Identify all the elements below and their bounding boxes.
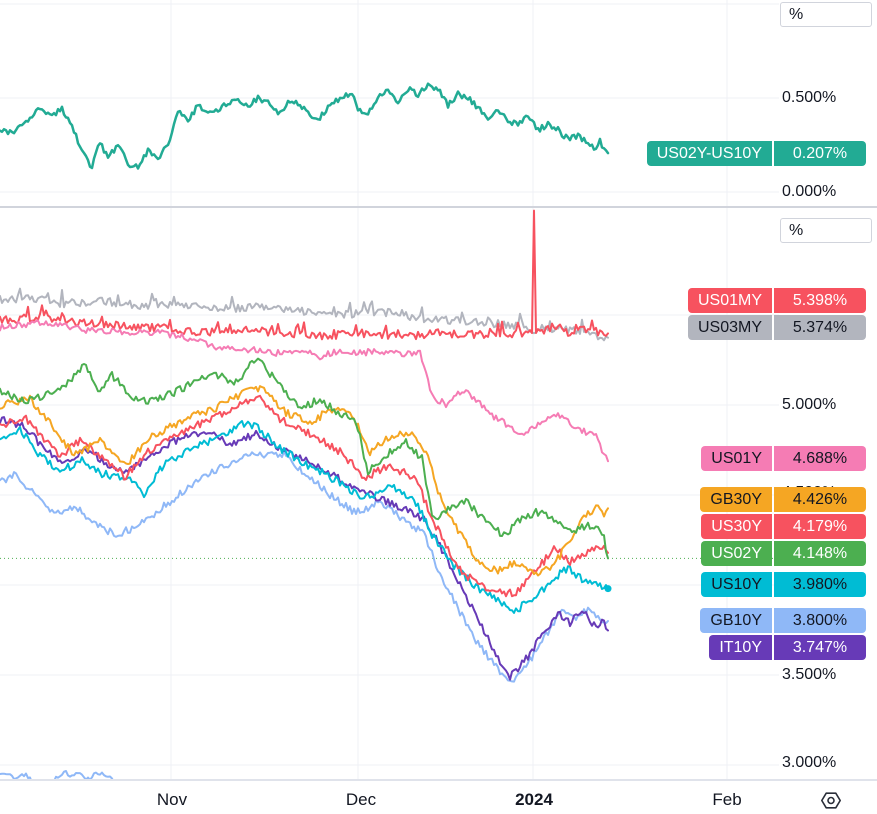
price-scale-label: 3.000% [782,754,837,771]
series-line-US01Y [0,319,609,463]
badge-last-value: 5.398% [774,288,866,313]
price-badge-GB10Y[interactable]: GB10Y 3.800% [700,608,866,633]
badge-symbol-label: US01Y [701,446,772,471]
badge-last-value: 4.426% [774,487,866,512]
badge-last-value: 4.688% [774,446,866,471]
badge-last-value: 5.374% [774,315,866,340]
badge-last-value: 4.148% [774,541,866,566]
time-axis-label-Nov: Nov [156,790,188,809]
series-line-GB10Y [0,450,609,683]
series-line-IT10Y [0,416,609,681]
badge-last-value: 3.800% [774,608,866,633]
price-badge-IT10Y[interactable]: IT10Y 3.747% [709,635,866,660]
time-axis-label-Feb: Feb [712,790,742,809]
price-badge-US02Y-US10Y[interactable]: US02Y-US10Y 0.207% [646,141,866,166]
price-badge-US10Y[interactable]: US10Y 3.980% [701,572,866,597]
badge-symbol-label: GB30Y [700,487,772,512]
price-badge-layer: US02Y-US10Y 0.207% US01MY 5.398% US03MY 5.374… [646,141,866,660]
badge-symbol-label: US01MY [687,288,772,313]
badge-last-value: 3.747% [774,635,866,660]
price-badge-GB30Y[interactable]: GB30Y 4.426% [700,487,866,512]
series-line-unlabeled-clipped [0,770,114,779]
chart-canvas [0,0,877,780]
gear-icon[interactable] [820,791,842,810]
price-badge-US02Y[interactable]: US02Y 4.148% [701,541,866,566]
badge-symbol-label: IT10Y [709,635,772,660]
series-line-US10Y [0,420,609,614]
price-scale[interactable]: % % 0.500%0.000%5.000%4.500%3.500%3.000% [779,0,877,779]
price-badge-US03MY[interactable]: US03MY 5.374% [687,315,866,340]
price-scale-label: 0.000% [782,183,837,200]
pane-divider[interactable] [0,206,877,208]
pane2-unit-label: % [789,221,804,239]
series-line-GB30Y [0,385,609,577]
badge-last-value: 3.980% [774,572,866,597]
badge-symbol-label: US02Y [701,541,772,566]
badge-last-value: 0.207% [774,141,866,166]
pane-spread[interactable] [0,0,779,206]
pane-yields[interactable] [0,208,779,779]
price-badge-US01MY[interactable]: US01MY 5.398% [687,288,866,313]
price-badge-US30Y[interactable]: US30Y 4.179% [701,514,866,539]
series-line-US30Y [0,394,609,598]
series-line-US02Y-US10Y [0,82,610,170]
badge-symbol-label: US30Y [701,514,772,539]
time-axis-label-Dec: Dec [345,790,377,809]
badge-symbol-label: US02Y-US10Y [646,141,772,166]
price-badge-US01Y[interactable]: US01Y 4.688% [701,446,866,471]
price-scale-label: 0.500% [782,89,837,106]
price-scale-label: 3.500% [782,666,837,683]
badge-symbol-label: US10Y [701,572,772,597]
badge-last-value: 4.179% [774,514,866,539]
end-marker-US10Y [604,585,612,593]
time-axis[interactable]: Nov Dec 2024 Feb [0,780,877,814]
pane1-unit-label: % [789,5,804,23]
pane1-unit-box[interactable]: % [780,2,872,27]
badge-symbol-label: GB10Y [700,608,772,633]
series-line-US03MY [0,287,609,342]
pane2-unit-box[interactable]: % [780,218,872,243]
time-axis-label-2024: 2024 [515,790,553,809]
price-scale-label: 5.000% [782,396,837,413]
series-line-US02Y [0,357,609,560]
badge-symbol-label: US03MY [687,315,772,340]
series-line-US01MY [0,209,609,341]
